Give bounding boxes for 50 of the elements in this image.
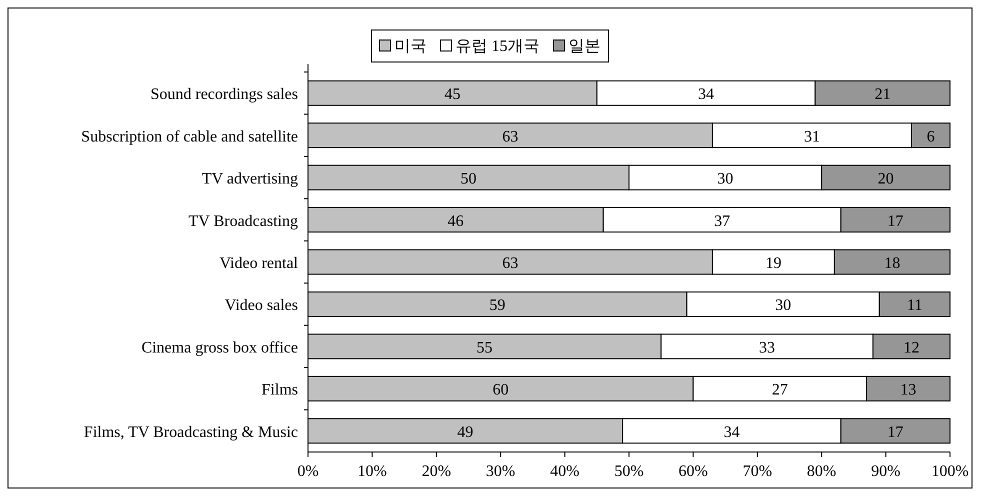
- x-tick-label: 60%: [678, 463, 708, 480]
- y-tick-label: TV advertising: [202, 170, 298, 188]
- data-label: 49: [457, 424, 474, 441]
- data-label: 27: [772, 382, 788, 399]
- data-label: 19: [765, 255, 782, 272]
- data-label: 63: [502, 255, 518, 272]
- data-label: 45: [444, 86, 460, 104]
- legend-label: 일본: [568, 38, 600, 55]
- data-label: 50: [460, 170, 476, 188]
- y-tick-label: Subscription of cable and satellite: [81, 128, 298, 146]
- data-label: 13: [900, 382, 916, 399]
- y-tick-label: Video sales: [224, 297, 298, 314]
- y-tick-label: Cinema gross box office: [141, 339, 298, 356]
- legend-label: 미국: [394, 38, 426, 55]
- data-label: 59: [489, 297, 506, 314]
- data-label: 63: [502, 128, 518, 146]
- data-label: 18: [884, 255, 900, 272]
- y-tick-label: Video rental: [219, 255, 299, 272]
- data-label: 11: [906, 297, 922, 314]
- data-label: 30: [775, 297, 792, 314]
- data-label: 30: [717, 170, 734, 188]
- y-tick-label: Sound recordings sales: [150, 86, 298, 104]
- data-label: 6: [926, 128, 935, 146]
- data-label: 17: [887, 424, 904, 441]
- y-tick-label: Films, TV Broadcasting & Music: [84, 424, 298, 441]
- x-tick-label: 90%: [871, 463, 900, 480]
- y-tick-label: TV Broadcasting: [188, 212, 298, 230]
- x-tick-label: 0%: [297, 463, 319, 480]
- data-label: 12: [903, 339, 920, 356]
- x-tick-label: 80%: [806, 463, 836, 480]
- x-tick-label: 30%: [486, 463, 516, 480]
- x-tick-label: 10%: [358, 463, 387, 480]
- y-tick-label: Films: [262, 382, 298, 399]
- data-label: 55: [476, 339, 493, 356]
- data-label: 21: [874, 86, 891, 104]
- data-label: 33: [759, 339, 776, 356]
- x-tick-label: 50%: [614, 463, 644, 480]
- x-tick-label: 20%: [422, 463, 452, 480]
- legend-label: 유럽 15개국: [456, 38, 540, 55]
- x-tick-label: 100%: [931, 463, 969, 480]
- data-label: 46: [448, 212, 464, 230]
- data-label: 60: [492, 382, 509, 399]
- x-tick-label: 40%: [550, 463, 580, 480]
- x-tick-label: 70%: [742, 463, 772, 480]
- data-label: 17: [887, 212, 904, 230]
- data-label: 34: [698, 86, 714, 104]
- data-label: 20: [878, 170, 894, 188]
- data-label: 34: [724, 424, 740, 441]
- data-label: 37: [714, 212, 730, 230]
- data-label: 31: [804, 128, 820, 146]
